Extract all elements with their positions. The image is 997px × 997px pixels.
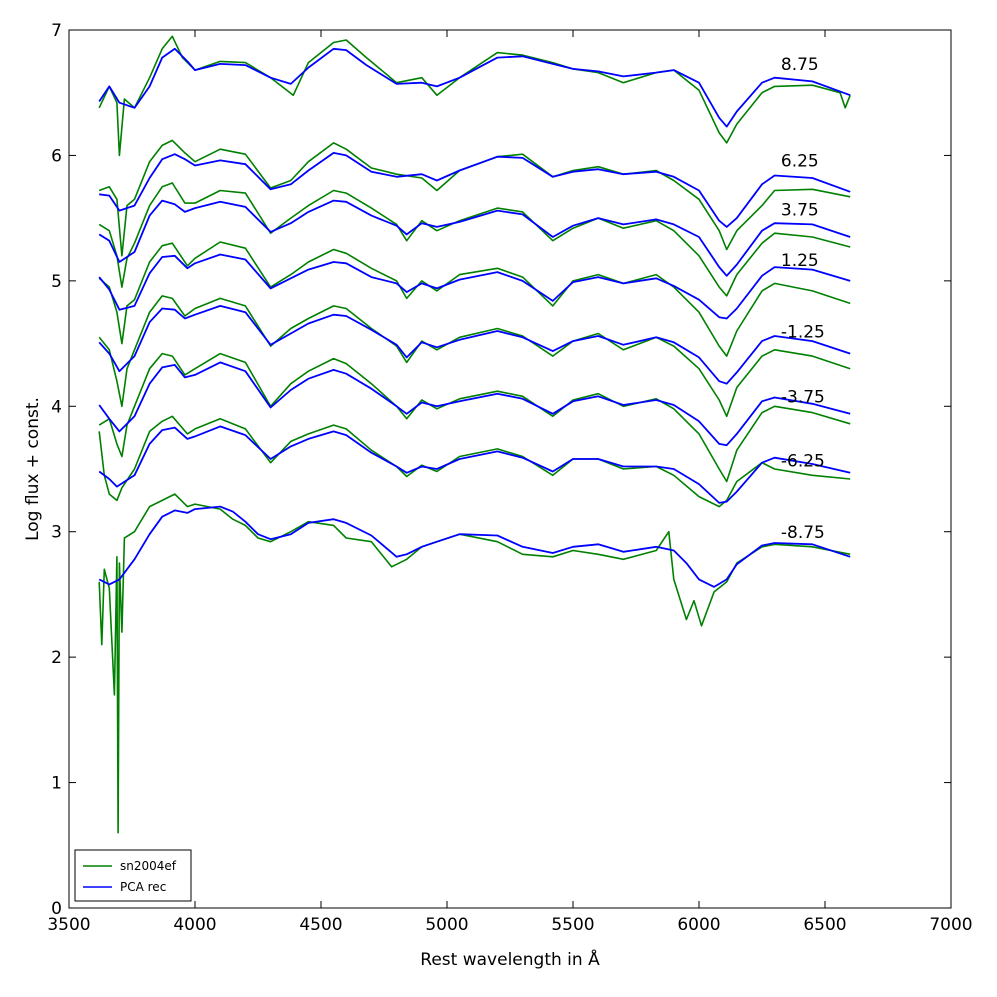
phase-label: -6.25: [781, 451, 825, 471]
series-line-pca-rec--8.75: [98, 505, 851, 588]
series-line-sn2004ef-3.75: [98, 182, 851, 297]
x-tick-label: 4500: [299, 915, 342, 935]
legend-box: [74, 849, 192, 902]
x-tick-label: 6500: [803, 915, 846, 935]
x-tick-label: 7000: [929, 915, 972, 935]
y-tick-label: 7: [51, 21, 62, 41]
series-line-sn2004ef--3.75: [98, 352, 851, 483]
series-line-sn2004ef-1.25: [98, 241, 851, 357]
series-line-sn2004ef-8.75: [98, 35, 851, 157]
x-tick-label: 5500: [551, 915, 594, 935]
series-layer: [98, 35, 851, 834]
y-tick-label: 2: [51, 648, 62, 668]
legend: sn2004ef PCA rec: [74, 849, 192, 902]
y-tick-label: 5: [51, 272, 62, 292]
series-line-pca-rec--6.25: [98, 425, 851, 504]
series-line-pca-rec--3.75: [98, 361, 851, 447]
y-tick-label: 6: [51, 146, 62, 166]
series-line-pca-rec-3.75: [98, 199, 851, 277]
phase-label: 6.25: [781, 152, 819, 172]
y-tick-label: 4: [51, 397, 62, 417]
phase-label: 3.75: [781, 201, 819, 221]
phase-label: -8.75: [781, 523, 825, 543]
series-line-sn2004ef--6.25: [98, 415, 851, 508]
legend-label-sn2004ef: sn2004ef: [120, 859, 177, 873]
x-tick-label: 5000: [425, 915, 468, 935]
phase-labels: 8.75 6.25 3.75 1.25 -1.25 -3.75 -6.25 -8.75: [781, 55, 825, 543]
series-line-pca-rec-6.25: [99, 152, 851, 228]
series-line-pca-rec--1.25: [98, 305, 851, 385]
phase-label: 8.75: [781, 55, 819, 75]
y-tick-label: 1: [51, 774, 62, 794]
y-axis-label: Log flux + const.: [23, 397, 43, 541]
y-tick-label: 0: [51, 899, 62, 919]
plot-frame: [68, 29, 952, 909]
phase-label: 1.25: [781, 251, 819, 271]
x-tick-label: 3500: [47, 915, 90, 935]
series-line-sn2004ef-6.25: [98, 139, 851, 257]
x-tick-label: 4000: [173, 915, 216, 935]
series-line-pca-rec-1.25: [98, 253, 851, 320]
legend-label-pca-rec: PCA rec: [120, 880, 166, 894]
phase-label: -1.25: [781, 322, 825, 342]
axis-ticks: 3500 4000 4500 5000 5500 6000 6500 7000 0 1 2 3 4 5 6 7: [47, 21, 972, 935]
series-line-pca-rec-8.75: [98, 47, 851, 128]
series-line-sn2004ef--8.75: [98, 493, 851, 834]
x-tick-label: 6000: [677, 915, 720, 935]
y-tick-label: 3: [51, 523, 62, 543]
x-axis-label: Rest wavelength in Å: [420, 948, 600, 970]
series-line-sn2004ef--1.25: [98, 295, 851, 418]
phase-label: -3.75: [781, 388, 825, 408]
